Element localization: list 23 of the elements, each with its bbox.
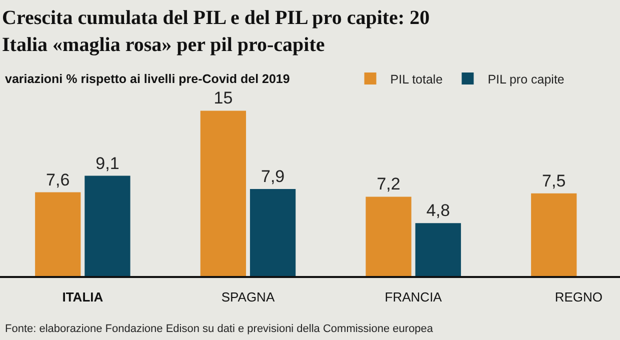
data-label: 9,1	[96, 154, 120, 173]
data-label: 7,9	[260, 166, 285, 186]
data-label: 15	[214, 88, 233, 108]
bar	[84, 176, 130, 276]
bar	[200, 110, 246, 276]
chart-title: Crescita cumulata del PIL e del PIL pro capite: 20 Italia «maglia rosa» per pil pro-capite	[2, 7, 430, 56]
legend-label: PIL totale	[390, 72, 443, 86]
bar	[531, 193, 577, 276]
data-label: 7,2	[376, 174, 400, 194]
x-tick-label: ITALIA	[62, 289, 104, 304]
chart-subtitle: variazioni % rispetto ai livelli pre-Covid del 2019	[5, 72, 290, 86]
legend-label: PIL pro capite	[488, 72, 564, 86]
bar	[250, 188, 296, 276]
bar	[415, 223, 461, 276]
x-tick-label: SPAGNA	[221, 289, 275, 304]
data-label: 4,8	[426, 201, 450, 220]
bar	[366, 196, 412, 276]
data-label: 7,5	[542, 171, 566, 190]
x-tick-label: REGNO	[554, 289, 603, 304]
source-note: Fonte: elaborazione Fondazione Edison su dati e previsioni della Commissione europea	[5, 323, 434, 335]
x-tick-label: FRANCIA	[384, 289, 442, 304]
bar	[35, 192, 81, 276]
data-label: 7,6	[46, 170, 70, 190]
